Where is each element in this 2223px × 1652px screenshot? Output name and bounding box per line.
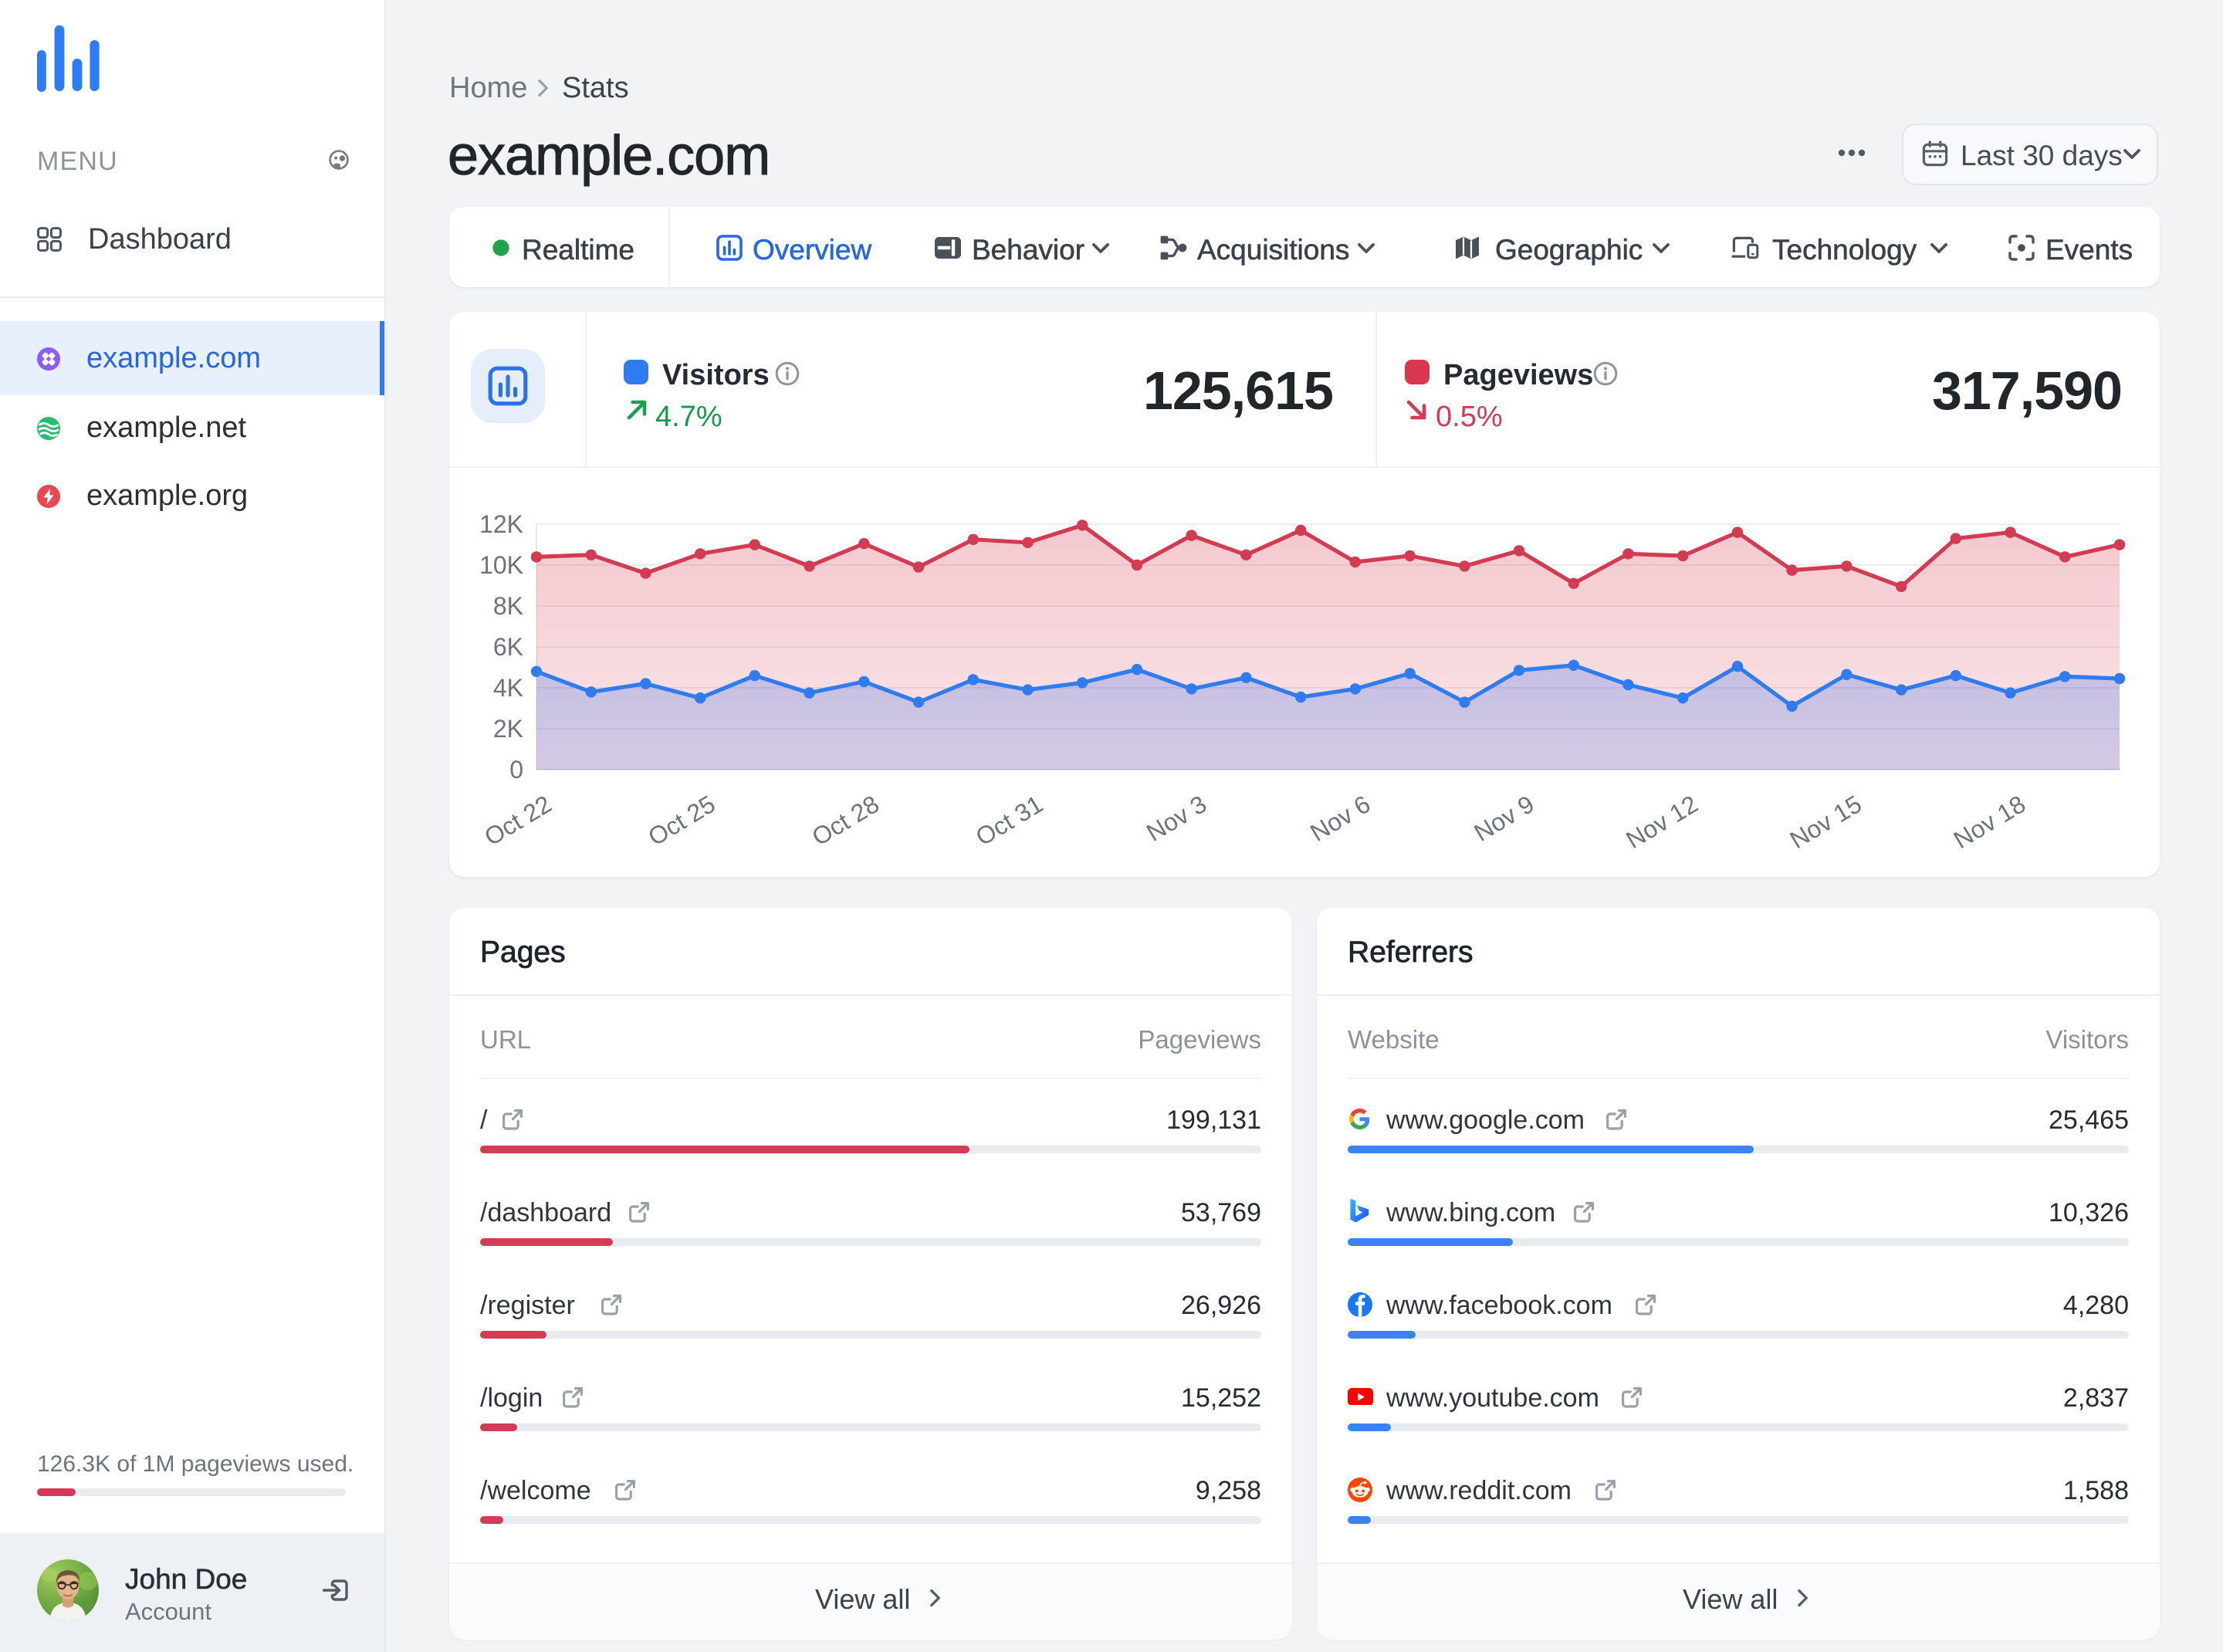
svg-text:Oct 28: Oct 28 (807, 790, 884, 851)
svg-text:Oct 25: Oct 25 (643, 790, 719, 851)
svg-text:4K: 4K (493, 674, 523, 702)
svg-text:Oct 22: Oct 22 (479, 790, 556, 851)
svg-text:Nov 6: Nov 6 (1305, 790, 1375, 847)
svg-text:0: 0 (509, 756, 523, 784)
svg-text:12K: 12K (479, 510, 523, 538)
svg-text:Nov 18: Nov 18 (1949, 790, 2030, 854)
svg-text:Nov 3: Nov 3 (1142, 790, 1211, 847)
svg-text:Oct 31: Oct 31 (971, 790, 1047, 851)
svg-text:Nov 12: Nov 12 (1621, 790, 1702, 854)
svg-text:Nov 9: Nov 9 (1469, 790, 1538, 847)
svg-text:Nov 15: Nov 15 (1785, 790, 1866, 854)
svg-text:6K: 6K (493, 633, 523, 661)
svg-text:2K: 2K (493, 715, 523, 743)
svg-text:10K: 10K (479, 551, 523, 579)
svg-text:8K: 8K (493, 592, 523, 620)
